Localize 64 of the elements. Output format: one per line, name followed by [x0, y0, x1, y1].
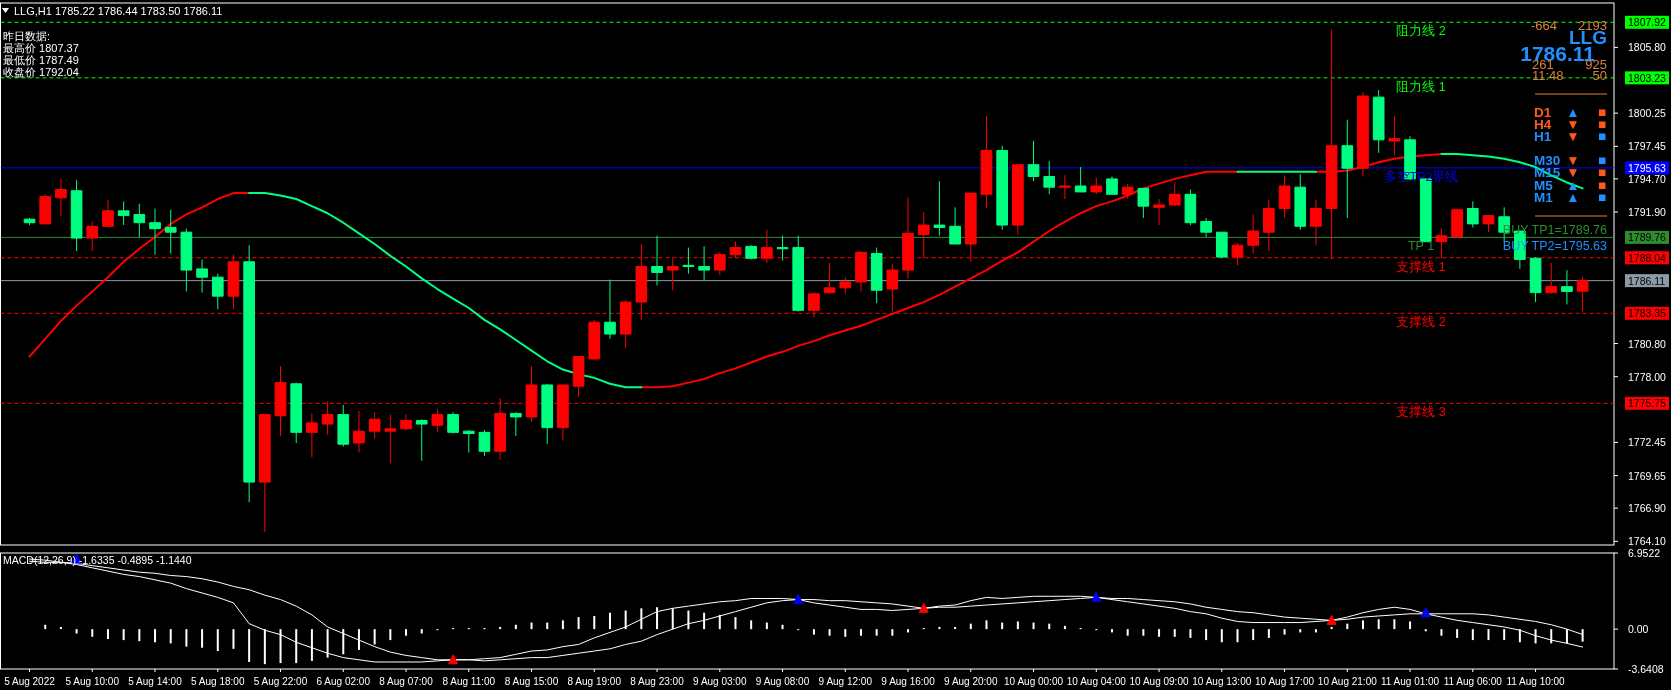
- ref-line-label: 阻力线 2: [1396, 24, 1446, 39]
- x-tick-label: 5 Aug 18:00: [191, 675, 245, 687]
- chart-title: LLG,H1 1785.22 1786.44 1783.50 1786.11: [14, 4, 223, 17]
- y-tick-label: 0.00: [1628, 623, 1649, 636]
- x-tick-label: 8 Aug 07:00: [379, 675, 434, 687]
- y-tick-label: 1772.45: [1628, 436, 1667, 449]
- x-tick-label: 11 Aug 06:00: [1443, 675, 1503, 687]
- x-tick-label: 8 Aug 11:00: [442, 675, 496, 687]
- x-tick-label: 10 Aug 09:00: [1129, 675, 1189, 687]
- x-tick-label: 8 Aug 23:00: [630, 675, 685, 687]
- x-tick-label: 5 Aug 22:00: [253, 675, 308, 687]
- x-tick-label: 5 Aug 10:00: [65, 675, 120, 687]
- annotation: -664: [1531, 17, 1558, 33]
- text: 1789.76: [1628, 231, 1667, 244]
- annotation: 最低价 1787.49: [3, 53, 79, 66]
- x-tick-label: 9 Aug 03:00: [693, 675, 747, 687]
- x-tick-label: 11 Aug 01:00: [1380, 675, 1440, 687]
- x-tick-label: 6 Aug 02:00: [316, 675, 371, 687]
- text: 1803.23: [1628, 71, 1667, 84]
- x-tick-label: 9 Aug 20:00: [944, 675, 998, 687]
- text: 1795.63: [1628, 161, 1667, 174]
- text: 50: [1592, 68, 1607, 83]
- annotation: BUY TP1=1789.76: [1502, 223, 1608, 237]
- ref-line-label: 支撑线 3: [1396, 405, 1446, 420]
- text: 1775.75: [1628, 397, 1667, 410]
- x-tick-label: 10 Aug 21:00: [1317, 675, 1378, 687]
- annotation: 昨日数据:: [3, 29, 51, 42]
- y-tick-label: 1791.90: [1628, 206, 1667, 219]
- ref-line-label: TP 1: [1407, 239, 1435, 254]
- x-tick-label: 8 Aug 15:00: [504, 675, 559, 687]
- x-tick-label: 5 Aug 2022: [4, 675, 56, 687]
- x-tick-label: 5 Aug 14:00: [128, 675, 183, 687]
- annotation: 收盘价 1792.04: [3, 65, 79, 78]
- annotation: 11:48: [1532, 68, 1564, 83]
- y-tick-label: 1805.80: [1628, 41, 1667, 54]
- x-tick-label: 9 Aug 08:00: [755, 675, 810, 687]
- ref-line-label: 支撑线 2: [1396, 315, 1446, 330]
- y-tick-label: -3.6408: [1628, 663, 1664, 675]
- y-tick-label: 6.9522: [1628, 547, 1661, 559]
- x-tick-label: 10 Aug 00:00: [1004, 675, 1064, 687]
- y-tick-label: 1794.70: [1628, 172, 1667, 185]
- text: 1783.35: [1628, 307, 1667, 320]
- ref-line-label: 支撑线 1: [1396, 259, 1446, 274]
- ref-line-label: 阻力线 1: [1396, 79, 1446, 94]
- y-tick-label: 1766.90: [1628, 502, 1667, 515]
- y-tick-label: 1780.80: [1628, 337, 1667, 350]
- annotation: 最高价 1807.37: [3, 41, 79, 54]
- y-tick-label: 1764.10: [1628, 535, 1667, 548]
- y-tick-label: 1769.65: [1628, 469, 1667, 482]
- x-tick-label: 10 Aug 17:00: [1255, 675, 1315, 687]
- x-tick-label: 11 Aug 10:00: [1506, 675, 1566, 687]
- text: 1786.11: [1628, 274, 1666, 287]
- x-tick-label: 10 Aug 04:00: [1066, 675, 1127, 687]
- y-tick-label: 1800.25: [1628, 107, 1667, 120]
- y-tick-label: 1778.00: [1628, 370, 1667, 383]
- text: M1 ▲ ■: [1534, 189, 1607, 204]
- text: M30 ▼ ■: [1534, 152, 1607, 168]
- y-tick-label: 1797.45: [1628, 140, 1667, 153]
- x-tick-label: 9 Aug 12:00: [818, 675, 873, 687]
- x-tick-label: 9 Aug 16:00: [881, 675, 936, 687]
- text: 1788.04: [1628, 251, 1667, 264]
- x-tick-label: 8 Aug 19:00: [567, 675, 622, 687]
- text: 1807.92: [1628, 16, 1667, 29]
- x-tick-label: 10 Aug 13:00: [1192, 675, 1252, 687]
